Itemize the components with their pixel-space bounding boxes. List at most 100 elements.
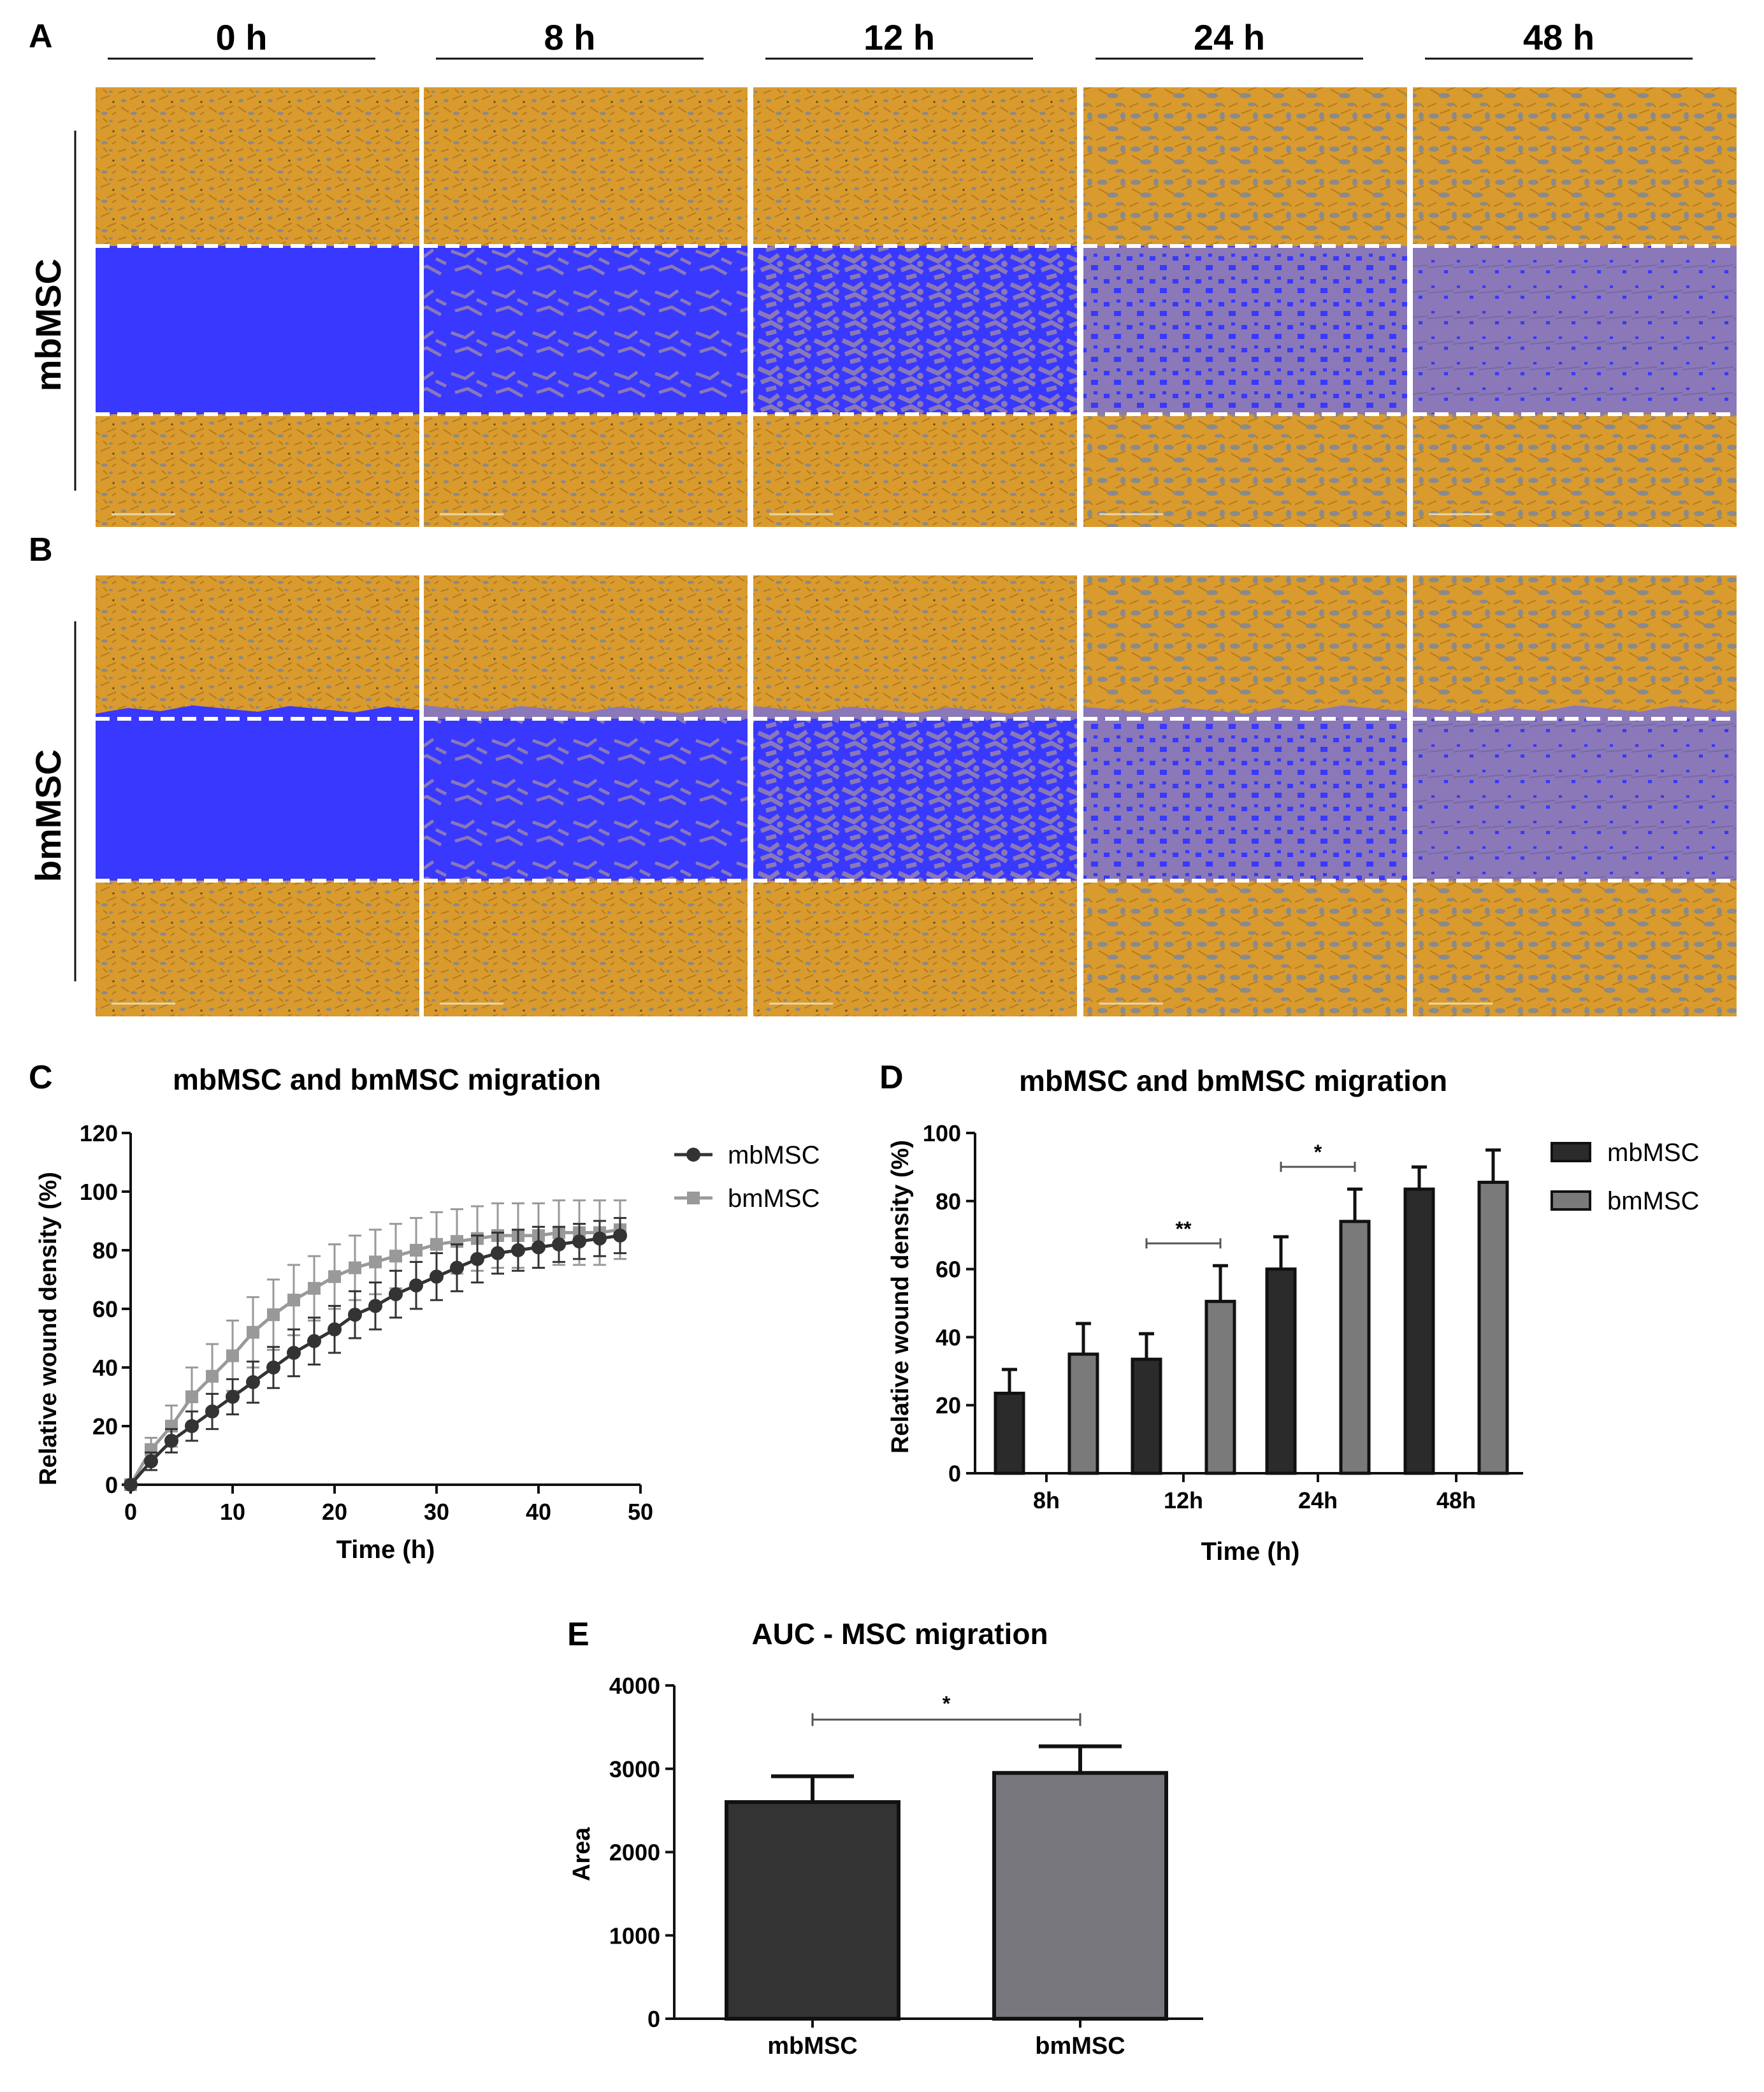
chart-c-point-bmMSC (328, 1270, 341, 1283)
row-label-bmmsc: bmMSC (28, 749, 68, 882)
panel-letter-c: C (29, 1059, 53, 1096)
chart-c-point-bmMSC (267, 1308, 280, 1322)
chart-c-x-tick-label: 50 (628, 1499, 653, 1525)
time-header: 48 h (1523, 17, 1594, 57)
chart-d-significance-label: * (1314, 1141, 1322, 1164)
chart-c-y-tick-label: 60 (92, 1296, 118, 1322)
chart-d-y-tick-label: 100 (923, 1120, 961, 1146)
wound-edge (424, 705, 748, 719)
chart-c-x-tick-label: 10 (220, 1499, 245, 1525)
chart-c-point-bmMSC (410, 1244, 423, 1257)
chart-c-point-mbMSC (593, 1231, 607, 1246)
chart-d-y-tick-label: 40 (936, 1324, 961, 1350)
wound-region (753, 246, 1077, 414)
chart-c-point-mbMSC (246, 1375, 260, 1389)
wound-region (96, 719, 419, 881)
chart-c-point-bmMSC (185, 1390, 198, 1403)
chart-d-legend-swatch (1551, 1190, 1591, 1211)
chart-d-bar-bmMSC (1477, 1180, 1509, 1475)
chart-d-legend-label: bmMSC (1607, 1187, 1699, 1215)
chart-c-point-mbMSC (613, 1229, 627, 1243)
chart-c-point-bmMSC (389, 1250, 402, 1263)
chart-e-y-tick-label: 2000 (609, 1840, 660, 1866)
micrograph-grid (96, 87, 1737, 1016)
panel-letter-a: A (29, 18, 53, 55)
chart-d-y-tick-label: 20 (936, 1392, 961, 1418)
chart-e-y-tick-label: 4000 (609, 1673, 660, 1699)
chart-c-y-tick-label: 120 (80, 1120, 118, 1146)
chart-c-y-tick-label: 0 (105, 1472, 118, 1498)
chart-c-ylabel: Relative wound density (%) (35, 1172, 62, 1485)
chart-c-point-bmMSC (308, 1281, 321, 1295)
chart-c-point-mbMSC (124, 1478, 138, 1492)
chart-d-x-tick-label: 8h (1033, 1487, 1060, 1513)
chart-c-legend-marker (686, 1148, 700, 1162)
chart-c-y-tick-label: 80 (92, 1237, 118, 1264)
chart-c-point-mbMSC (185, 1419, 199, 1433)
chart-d-title: mbMSC and bmMSC migration (1019, 1064, 1447, 1097)
time-headers: 0 h 8 h 12 h 24 h 48 h (108, 17, 1693, 60)
wound-region (1413, 719, 1737, 881)
chart-d-y-tick-label: 0 (948, 1461, 961, 1487)
chart-d-y-tick-label: 80 (936, 1188, 961, 1215)
wound-edge (1083, 705, 1407, 719)
wound-region (1413, 246, 1737, 414)
chart-e-y-tick-label: 0 (647, 2006, 660, 2032)
chart-c-point-bmMSC (369, 1255, 382, 1269)
chart-d-x-tick-label: 24h (1298, 1487, 1338, 1513)
chart-c-point-bmMSC (226, 1349, 239, 1362)
chart-c-point-mbMSC (450, 1260, 464, 1275)
chart-c-point-mbMSC (511, 1243, 525, 1257)
chart-d-x-tick-label: 48h (1436, 1487, 1476, 1513)
chart-d-ylabel: Relative wound density (%) (887, 1140, 914, 1454)
row-label-mbmsc: mbMSC (28, 259, 68, 391)
chart-c-point-bmMSC (247, 1325, 259, 1339)
wound-region (96, 246, 419, 414)
chart-d-y-tick-label: 60 (936, 1257, 961, 1283)
wound-region (1083, 719, 1407, 881)
chart-d-bar-mbMSC (1265, 1267, 1297, 1475)
chart-c-point-mbMSC (491, 1246, 505, 1260)
chart-e-significance-label: * (943, 1692, 951, 1715)
chart-d-significance-label: ** (1176, 1217, 1192, 1240)
chart-c-point-mbMSC (552, 1237, 566, 1252)
chart-d: mbMSC and bmMSC migration Time (h) Relat… (887, 1064, 1699, 1566)
chart-e-bar-bmMSC (992, 1771, 1168, 2021)
chart-d-legend-label: mbMSC (1607, 1139, 1699, 1167)
chart-d-x-tick-label: 12h (1164, 1487, 1203, 1513)
panel-letter-d: D (879, 1059, 904, 1096)
chart-d-xlabel: Time (h) (1201, 1538, 1300, 1566)
chart-c-point-mbMSC (205, 1404, 219, 1418)
chart-d-legend-swatch (1551, 1142, 1591, 1162)
chart-c: mbMSC and bmMSC migration Time (h) Relat… (35, 1063, 820, 1564)
chart-c-title: mbMSC and bmMSC migration (173, 1063, 601, 1096)
chart-c-x-tick-label: 30 (424, 1499, 449, 1525)
wound-edge (96, 705, 419, 719)
wound-region (1083, 246, 1407, 414)
chart-c-x-tick-label: 20 (322, 1499, 347, 1525)
chart-c-legend-marker (687, 1192, 700, 1204)
chart-c-y-tick-label: 100 (80, 1179, 118, 1205)
chart-c-legend-label: mbMSC (728, 1141, 820, 1169)
chart-c-point-mbMSC (164, 1434, 178, 1448)
wound-edge (1413, 705, 1737, 719)
wound-edge (753, 706, 1077, 719)
time-header: 24 h (1194, 17, 1265, 57)
chart-e-y-tick-label: 1000 (609, 1922, 660, 1949)
chart-e: AUC - MSC migration Area 0 1000 2000 3000 40… (568, 1617, 1203, 2060)
time-header: 12 h (864, 17, 935, 57)
chart-c-point-mbMSC (531, 1240, 546, 1255)
chart-c-xlabel: Time (h) (336, 1536, 435, 1564)
chart-d-bar-mbMSC (1403, 1187, 1435, 1475)
chart-e-y-tick-label: 3000 (609, 1756, 660, 1782)
chart-d-bar-mbMSC (994, 1392, 1025, 1475)
chart-e-bar-mbMSC (725, 1800, 900, 2021)
chart-c-y-tick-label: 40 (92, 1355, 118, 1381)
chart-c-point-mbMSC (307, 1334, 321, 1348)
chart-c-point-mbMSC (470, 1252, 484, 1266)
chart-c-point-mbMSC (287, 1346, 301, 1360)
chart-c-point-mbMSC (226, 1390, 240, 1404)
wound-region (424, 246, 748, 414)
chart-c-point-mbMSC (266, 1360, 280, 1374)
chart-c-point-bmMSC (287, 1294, 300, 1307)
